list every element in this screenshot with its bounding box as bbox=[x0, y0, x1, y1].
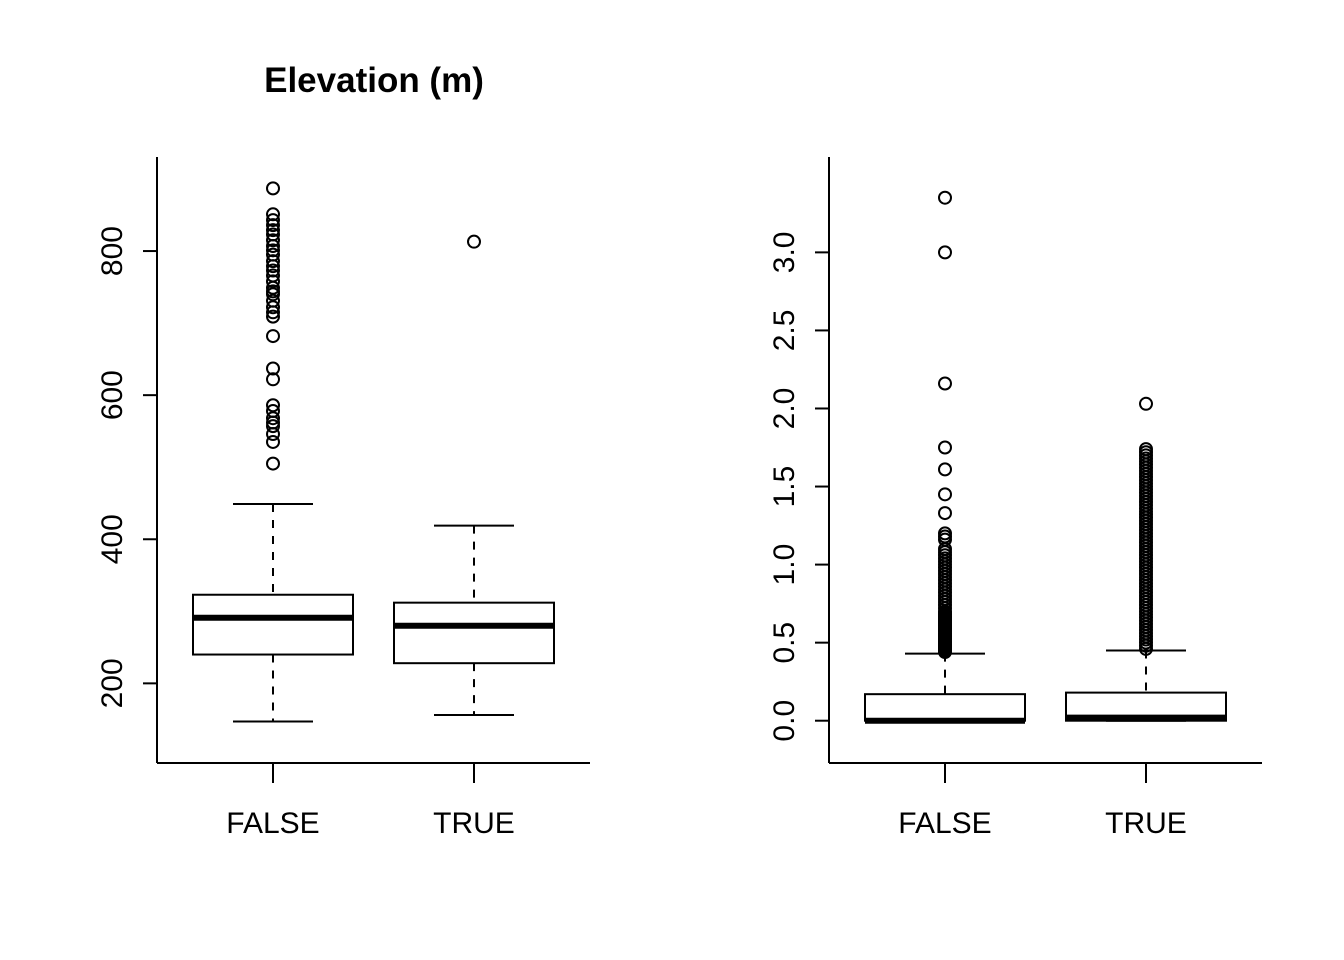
y-tick-label: 1.5 bbox=[768, 466, 801, 508]
outlier-point bbox=[266, 227, 280, 242]
outlier-point bbox=[266, 274, 280, 289]
y-tick-label: 1.0 bbox=[768, 544, 801, 586]
outlier-point bbox=[266, 207, 280, 222]
y-tick-label: 400 bbox=[96, 514, 129, 564]
y-tick-label: 2.5 bbox=[768, 310, 801, 352]
elevation-boxplot-panel: Elevation (m) 200 400 600 800 FALSE TRUE bbox=[96, 61, 590, 840]
iqr-box bbox=[393, 601, 555, 665]
y-tick-label: 200 bbox=[96, 658, 129, 708]
outlier-point bbox=[266, 254, 280, 269]
second-boxplot-panel: 0.0 0.5 1.0 1.5 2.0 2.5 3.0 FALSE TRUE bbox=[768, 157, 1262, 840]
y-tick-label: 2.0 bbox=[768, 388, 801, 430]
outlier-point bbox=[266, 434, 280, 449]
outlier-point bbox=[938, 487, 952, 502]
outlier-point bbox=[266, 456, 280, 471]
outlier-point bbox=[938, 190, 952, 205]
y-tick-label: 0.5 bbox=[768, 622, 801, 664]
outlier-point bbox=[266, 398, 280, 413]
iqr-box bbox=[864, 693, 1026, 722]
outlier-point bbox=[266, 309, 280, 324]
outlier-point bbox=[1139, 396, 1153, 411]
outlier-point bbox=[266, 181, 280, 196]
iqr-box bbox=[192, 593, 354, 656]
y-tick-label: 0.0 bbox=[768, 700, 801, 742]
outlier-point bbox=[938, 376, 952, 391]
outlier-point bbox=[266, 223, 280, 238]
x-tick-label: FALSE bbox=[226, 807, 319, 840]
x-tick-label: FALSE bbox=[898, 807, 991, 840]
outlier-point bbox=[266, 213, 280, 228]
box-false bbox=[192, 181, 354, 723]
y-tick-label: 600 bbox=[96, 370, 129, 420]
outlier-point bbox=[266, 233, 280, 248]
box-true bbox=[1065, 396, 1227, 722]
box-false bbox=[864, 190, 1026, 724]
outlier-point bbox=[266, 243, 280, 258]
outlier-point bbox=[266, 361, 280, 376]
outlier-point bbox=[938, 462, 952, 477]
outlier-point bbox=[938, 245, 952, 260]
x-tick-label: TRUE bbox=[1105, 807, 1187, 840]
y-tick-label: 800 bbox=[96, 226, 129, 276]
chart-title: Elevation (m) bbox=[264, 61, 484, 100]
outlier-point bbox=[1139, 442, 1153, 457]
outlier-point bbox=[266, 247, 280, 262]
outlier-point bbox=[266, 372, 280, 387]
outlier-point bbox=[938, 440, 952, 455]
outlier-point bbox=[266, 263, 280, 278]
outlier-point bbox=[266, 329, 280, 344]
outlier-point bbox=[266, 218, 280, 233]
box-true bbox=[393, 234, 555, 717]
y-tick-label: 3.0 bbox=[768, 232, 801, 274]
outlier-point bbox=[938, 526, 952, 541]
outlier-point bbox=[938, 506, 952, 521]
outlier-point bbox=[266, 268, 280, 283]
outlier-point bbox=[266, 404, 280, 419]
x-tick-label: TRUE bbox=[433, 807, 515, 840]
outlier-point bbox=[467, 234, 481, 249]
